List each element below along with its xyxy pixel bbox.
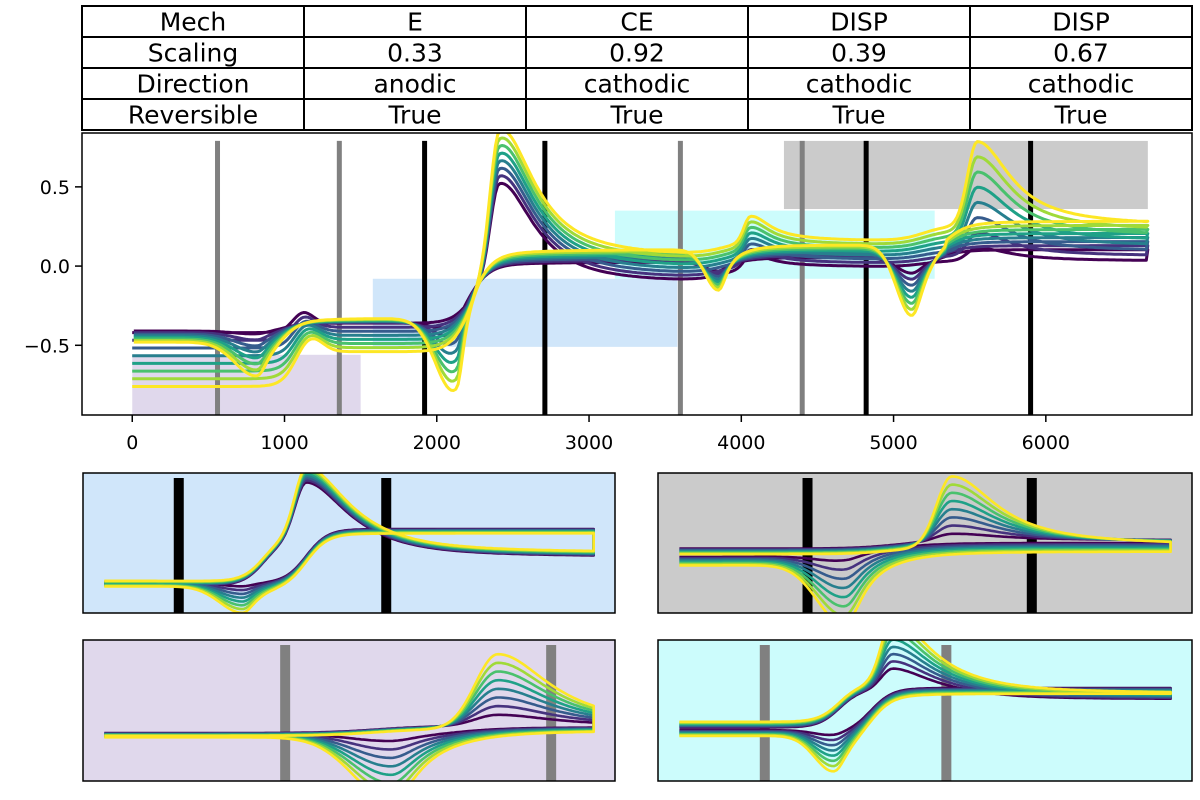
x-tick-label: 3000 [565, 432, 613, 454]
shaded-region [372, 278, 678, 347]
table-row-label: Scaling [148, 39, 239, 68]
y-tick-label: 0.5 [40, 177, 70, 199]
table-cell-value: 0.33 [387, 39, 443, 68]
inset-frame [82, 472, 616, 614]
y-tick-label: 0.0 [40, 256, 70, 278]
table-cell-value: anodic [373, 70, 456, 99]
table-cell-value: True [387, 101, 441, 130]
table-cell-value: cathodic [584, 70, 691, 99]
table-cell [969, 98, 1193, 131]
x-tick-label: 1000 [260, 432, 308, 454]
table-cell-value: True [609, 101, 663, 130]
info-table: Mech E CE DISP DISP Scaling 0.33 0.92 0.39 0.67 Di… [81, 5, 1193, 131]
inset-plot-2 [657, 472, 1193, 614]
inset-plot-1 [82, 472, 616, 614]
main-y-axis: 0.5 0.0 −0.5 [24, 177, 82, 357]
table-cell-value: 0.92 [609, 39, 665, 68]
inset-frame [657, 472, 1193, 614]
inset-series-line [104, 473, 595, 613]
table-cell-value: DISP [830, 8, 888, 37]
table-cell-value: E [407, 8, 423, 37]
main-vertical-lines [215, 140, 1034, 415]
series-line [132, 133, 1150, 392]
inset-series-line [104, 652, 595, 781]
table-cell-value: cathodic [1028, 70, 1135, 99]
inset-plot-3 [82, 639, 616, 782]
table-row-label: Mech [160, 8, 227, 37]
main-axes-frame [81, 132, 1193, 416]
table-cell-value: True [1053, 101, 1107, 130]
inset-background [658, 640, 1192, 781]
inset-frame [82, 639, 616, 782]
table-row-label: Direction [137, 70, 250, 99]
inset-content [679, 640, 1172, 781]
main-x-axis: 0 1000 2000 3000 4000 5000 6000 [126, 415, 1070, 454]
inset-plot-4 [657, 639, 1193, 782]
inset-content [679, 475, 1172, 613]
table-cell-value: True [831, 101, 885, 130]
y-tick-label: −0.5 [24, 335, 70, 357]
inset-frame [657, 639, 1193, 782]
table-cell-value: CE [620, 8, 653, 37]
x-tick-label: 2000 [413, 432, 461, 454]
main-series [132, 133, 1150, 392]
x-tick-label: 0 [126, 432, 138, 454]
table-cell-value: DISP [1052, 8, 1110, 37]
x-tick-label: 6000 [1022, 432, 1070, 454]
x-tick-label: 5000 [869, 432, 917, 454]
table-cell-value: 0.39 [831, 39, 887, 68]
main-plot: 0 1000 2000 3000 4000 5000 6000 0.5 0.0 −0.5 [24, 132, 1193, 454]
table-cell-value: 0.67 [1053, 39, 1109, 68]
x-tick-label: 4000 [717, 432, 765, 454]
inset-series-line [679, 640, 1172, 773]
inset-content [104, 645, 595, 781]
inset-background [83, 473, 615, 613]
table-row-label: Reversible [128, 101, 258, 130]
table-cell-value: cathodic [806, 70, 913, 99]
inset-content [104, 473, 595, 613]
inset-series-line [679, 475, 1172, 613]
